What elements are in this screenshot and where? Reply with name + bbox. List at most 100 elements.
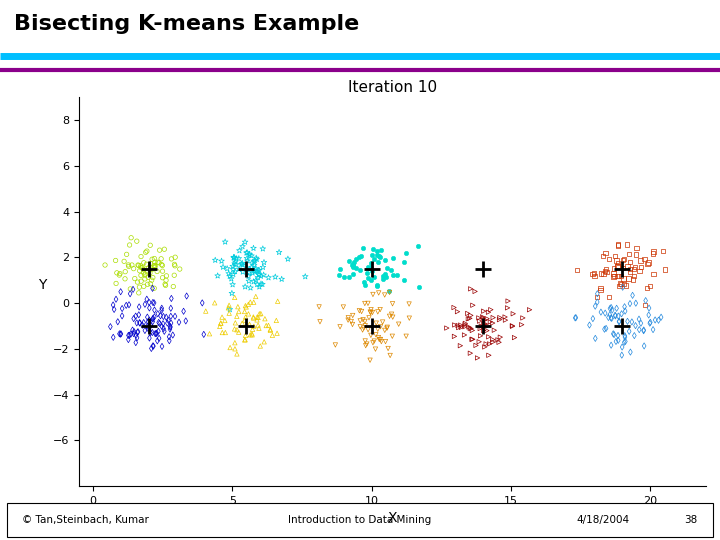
Point: [118, 257, 130, 266]
Point: [209, 299, 220, 307]
Point: [214, 322, 225, 331]
Point: [482, 270, 493, 279]
Point: [366, 251, 378, 259]
Point: [362, 274, 374, 282]
Point: [474, 324, 486, 333]
Point: [630, 321, 642, 330]
Point: [239, 307, 251, 316]
Point: [147, 315, 158, 323]
Point: [437, 262, 449, 271]
Point: [225, 343, 236, 352]
Point: [197, 299, 208, 307]
Point: [122, 331, 134, 340]
Point: [400, 332, 412, 341]
Point: [393, 320, 405, 328]
Point: [452, 321, 464, 330]
Point: [108, 305, 120, 314]
Point: [590, 334, 601, 343]
Point: [204, 329, 215, 338]
Point: [516, 259, 528, 267]
Point: [474, 332, 486, 340]
Point: [446, 278, 458, 286]
Point: [584, 321, 595, 329]
Point: [387, 253, 399, 262]
Point: [348, 269, 359, 278]
Point: [365, 308, 377, 317]
Point: [348, 258, 360, 266]
Point: [143, 264, 154, 272]
Point: [139, 300, 150, 309]
Point: [627, 275, 639, 284]
Point: [372, 308, 384, 316]
Point: [612, 261, 624, 270]
Point: [107, 333, 119, 342]
Point: [222, 264, 233, 273]
Point: [156, 342, 168, 351]
Point: [219, 316, 230, 325]
Point: [156, 304, 168, 313]
Point: [464, 258, 476, 267]
Point: [376, 338, 387, 346]
Point: [372, 282, 383, 291]
Point: [229, 293, 240, 302]
Point: [276, 275, 287, 284]
Point: [138, 282, 150, 291]
Point: [500, 293, 511, 301]
Point: [231, 326, 243, 334]
Point: [387, 300, 398, 308]
Point: [471, 263, 482, 272]
Point: [159, 280, 171, 288]
Point: [169, 253, 181, 261]
Point: [240, 302, 252, 311]
Point: [368, 254, 379, 263]
Point: [640, 296, 652, 305]
Point: [620, 337, 631, 346]
Point: [625, 348, 636, 356]
Point: [250, 276, 261, 285]
Point: [613, 318, 625, 326]
Point: [595, 308, 607, 316]
Point: [163, 333, 175, 341]
Point: [147, 273, 158, 282]
Point: [248, 314, 259, 322]
Point: [604, 310, 616, 319]
Point: [452, 280, 464, 288]
Point: [608, 330, 620, 339]
Point: [253, 324, 265, 333]
Point: [166, 319, 177, 327]
Point: [384, 288, 395, 297]
Point: [608, 269, 619, 278]
Point: [382, 323, 393, 332]
Point: [231, 349, 243, 358]
Point: [229, 267, 240, 276]
Point: [334, 322, 346, 331]
Point: [588, 269, 600, 278]
Point: [624, 258, 636, 266]
Point: [149, 258, 161, 266]
Point: [359, 299, 371, 308]
Point: [200, 307, 212, 315]
Point: [513, 250, 525, 259]
Point: [215, 319, 227, 327]
Point: [660, 265, 671, 274]
Point: [271, 316, 282, 325]
Point: [371, 319, 382, 327]
Point: [239, 316, 251, 325]
Point: [227, 262, 238, 271]
Point: [608, 329, 619, 338]
Point: [459, 322, 471, 331]
Point: [462, 299, 473, 308]
Point: [181, 292, 192, 300]
Point: [355, 252, 366, 260]
Point: [274, 248, 285, 256]
Point: [609, 272, 621, 280]
Point: [635, 263, 647, 272]
Point: [236, 259, 248, 267]
Point: [451, 282, 463, 291]
Point: [110, 256, 122, 265]
Point: [359, 278, 370, 287]
Point: [223, 269, 235, 278]
Point: [486, 292, 498, 301]
Point: [480, 316, 491, 325]
Point: [131, 319, 143, 327]
